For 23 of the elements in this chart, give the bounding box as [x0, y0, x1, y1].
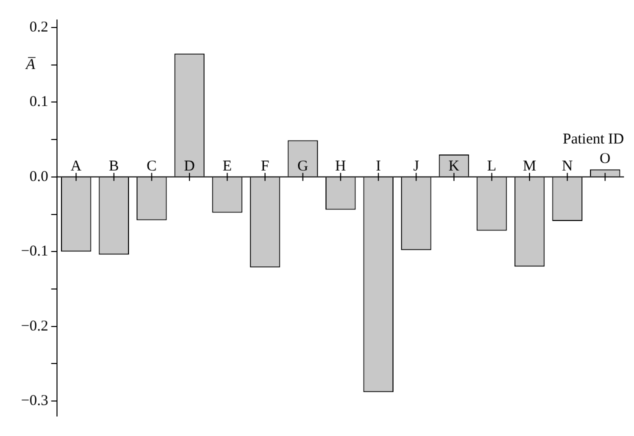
y-tick-label: 0.2 [29, 19, 48, 36]
x-tick-label: N [562, 158, 573, 174]
x-tick-label: O [600, 150, 611, 167]
y-tick-label: 0.1 [29, 94, 48, 110]
x-tick-label: L [487, 158, 496, 174]
x-tick-label: B [108, 158, 119, 174]
y-axis-title: A̅ [25, 56, 36, 73]
y-tick-label: 0.0 [29, 168, 48, 185]
x-tick-label: M [522, 158, 536, 174]
y-tick-label: −0.3 [20, 392, 48, 409]
x-tick-label: F [260, 158, 270, 174]
x-axis-title: Patient ID [562, 131, 624, 148]
y-tick-label: −0.1 [20, 244, 48, 260]
x-tick-label: E [222, 158, 232, 174]
x-tick-label: I [376, 158, 381, 174]
x-tick-label: D [184, 158, 196, 174]
x-tick-label: C [146, 158, 157, 174]
x-tick-label: J [413, 158, 420, 174]
x-tick-label: K [448, 158, 460, 174]
x-tick-label: G [297, 158, 308, 174]
y-tick-label: −0.2 [20, 318, 48, 334]
x-tick-label: A [70, 158, 82, 174]
x-tick-label: H [335, 158, 346, 174]
